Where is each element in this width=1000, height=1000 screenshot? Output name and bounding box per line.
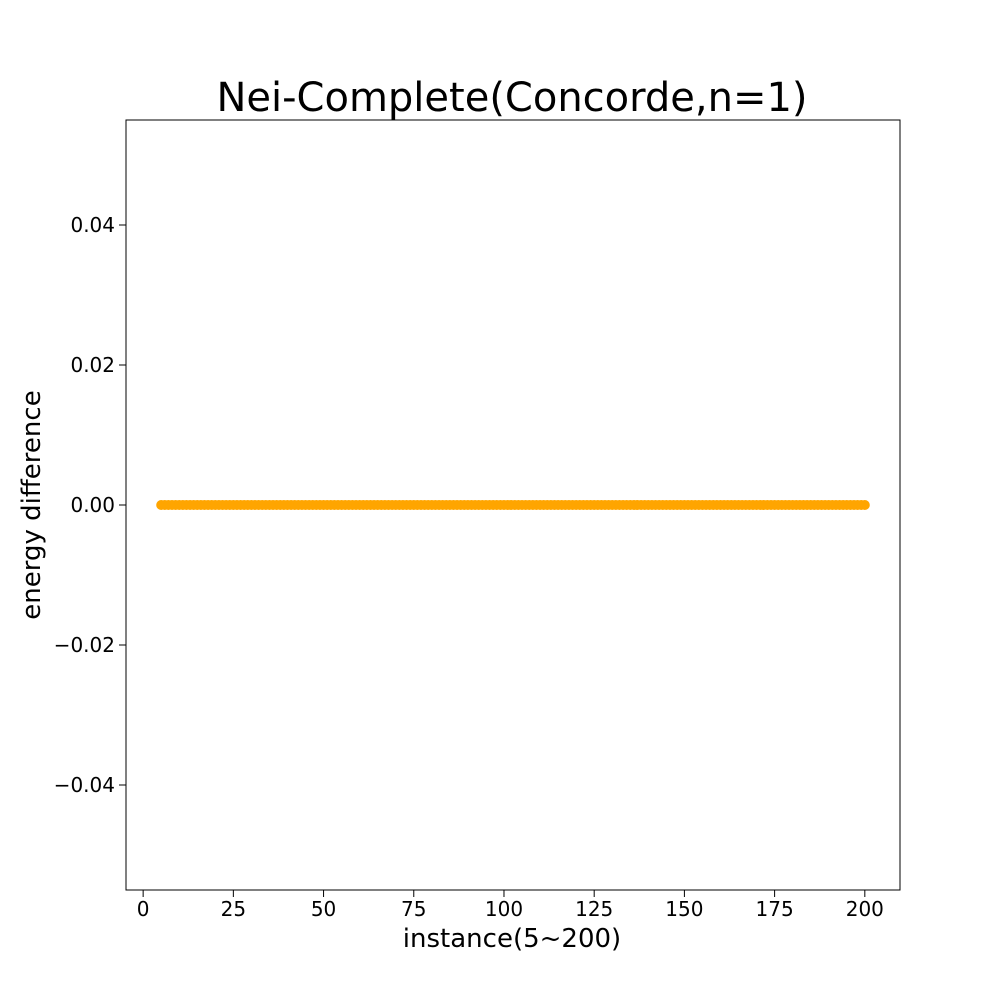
y-tick-label: 0.00 [70, 493, 115, 517]
x-tick-label: 200 [846, 897, 884, 921]
x-tick-label: 125 [575, 897, 613, 921]
x-tick-label: 50 [311, 897, 336, 921]
y-tick-label: −0.02 [54, 633, 115, 657]
y-axis: −0.04 −0.02 0.00 0.02 0.04 [54, 213, 126, 797]
y-axis-label: energy difference [17, 390, 47, 619]
x-tick-label: 75 [401, 897, 426, 921]
y-tick-label: −0.04 [54, 773, 115, 797]
x-tick-label: 25 [221, 897, 246, 921]
data-point [859, 500, 870, 510]
data-points [156, 500, 870, 510]
y-tick-label: 0.04 [70, 213, 115, 237]
chart-title: Nei-Complete(Concorde,n=1) [216, 75, 807, 121]
x-tick-label: 175 [756, 897, 794, 921]
x-tick-label: 0 [137, 897, 150, 921]
y-tick-label: 0.02 [70, 353, 115, 377]
x-tick-label: 100 [485, 897, 523, 921]
x-axis: 0 25 50 75 100 125 150 175 200 [137, 890, 884, 921]
x-tick-label: 150 [665, 897, 703, 921]
x-axis-label: instance(5~200) [403, 924, 621, 954]
